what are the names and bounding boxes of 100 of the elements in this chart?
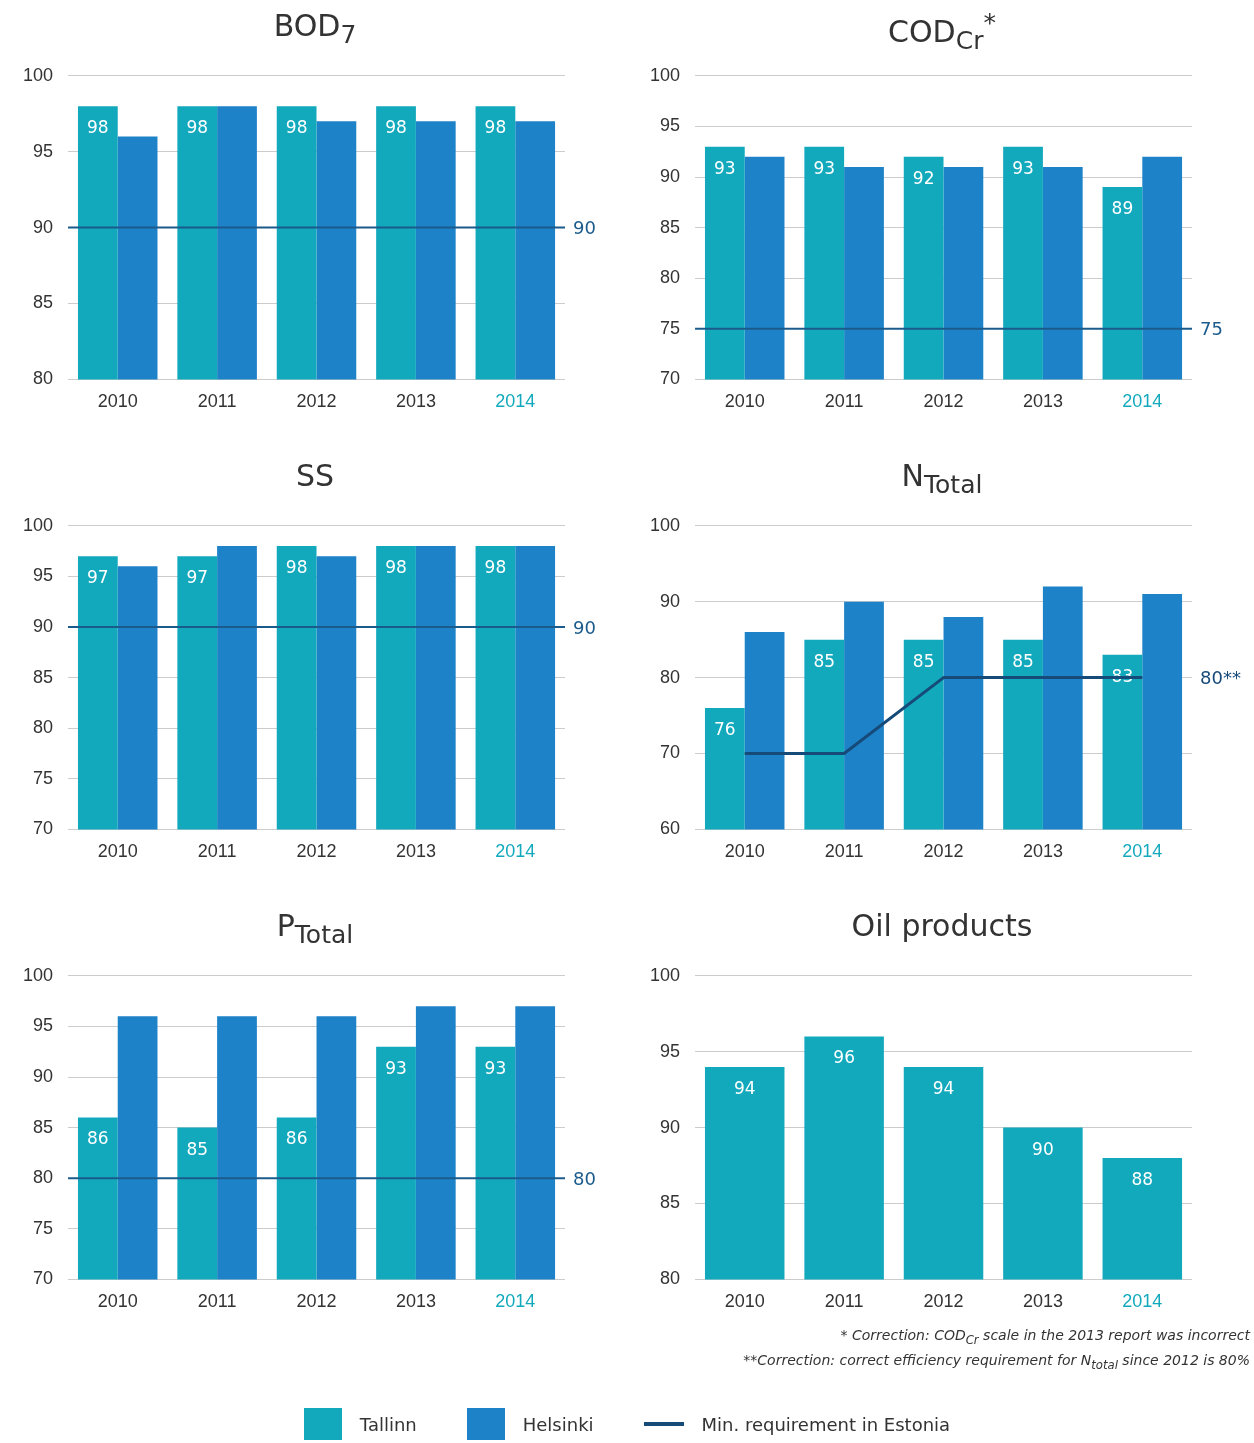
text: * Correction: COD$_{Cr}$ scale in the 2013 report was incorrect bbox=[840, 1327, 1250, 1347]
y-tick-label: 80 bbox=[33, 368, 54, 389]
y-tick-label: 85 bbox=[33, 292, 54, 313]
y-tick-label: 90 bbox=[660, 590, 681, 611]
data-label: 93 bbox=[1012, 157, 1034, 178]
y-tick-label: 80 bbox=[33, 1167, 54, 1188]
x-tick-label: 2011 bbox=[197, 391, 237, 412]
y-tick-label: 85 bbox=[660, 216, 681, 237]
x-tick-label: 2014 bbox=[1122, 1291, 1163, 1312]
data-label: 98 bbox=[484, 117, 507, 138]
y-tick-label: 75 bbox=[33, 767, 54, 788]
x-tick-label: 2012 bbox=[923, 391, 964, 412]
y-tick-label: 95 bbox=[33, 565, 54, 586]
x-tick-label: 2014 bbox=[1122, 841, 1163, 862]
x-tick-label: 2010 bbox=[97, 391, 138, 412]
y-tick-label: 80 bbox=[660, 1268, 681, 1289]
data-label: 85 bbox=[912, 650, 935, 671]
data-label: 98 bbox=[186, 117, 209, 138]
y-tick-label: 60 bbox=[660, 818, 681, 839]
y-tick-label: 95 bbox=[660, 115, 681, 136]
y-tick-label: 85 bbox=[33, 1116, 54, 1137]
x-tick-label: 2012 bbox=[296, 391, 337, 412]
y-tick-label: 70 bbox=[33, 818, 54, 839]
legend-label: Tallinn bbox=[359, 1413, 417, 1435]
data-label: 86 bbox=[87, 1128, 109, 1149]
ref-line-label: 80 bbox=[573, 1167, 596, 1189]
data-label: 93 bbox=[813, 157, 836, 178]
data-label: 94 bbox=[932, 1077, 955, 1098]
x-tick-label: 2014 bbox=[495, 841, 536, 862]
y-tick-label: 100 bbox=[649, 514, 681, 535]
text: **Correction: correct efficiency requirement for N$_{total}$ since 2012 is 80% bbox=[743, 1351, 1250, 1372]
x-tick-label: 2010 bbox=[724, 841, 765, 862]
y-tick-label: 90 bbox=[33, 615, 54, 636]
x-tick-label: 2014 bbox=[1122, 391, 1163, 412]
chart-title: N$_{Total}$ bbox=[900, 458, 984, 499]
ref-line-label: 90 bbox=[573, 217, 596, 239]
data-label: 98 bbox=[385, 117, 407, 138]
x-tick-label: 2012 bbox=[923, 1291, 964, 1312]
data-label: 98 bbox=[87, 117, 109, 138]
data-label: 98 bbox=[285, 117, 308, 138]
y-tick-label: 100 bbox=[649, 64, 681, 85]
x-tick-label: 2014 bbox=[495, 1291, 536, 1312]
text: 80** bbox=[1200, 667, 1241, 689]
y-tick-label: 90 bbox=[33, 1065, 54, 1086]
data-label: 97 bbox=[186, 567, 209, 588]
data-label: 93 bbox=[484, 1057, 507, 1078]
ref-line-label: 75 bbox=[1200, 318, 1223, 340]
data-label: 85 bbox=[1012, 650, 1034, 671]
x-tick-label: 2010 bbox=[97, 841, 138, 862]
data-label: 93 bbox=[385, 1057, 407, 1078]
chart-title: Oil products bbox=[850, 908, 1034, 943]
data-label: 97 bbox=[87, 567, 109, 588]
y-tick-label: 90 bbox=[33, 216, 54, 237]
y-tick-label: 90 bbox=[660, 1116, 681, 1137]
chart-title: P$_{Total}$ bbox=[275, 908, 355, 949]
x-tick-label: 2013 bbox=[395, 841, 436, 862]
y-tick-label: 95 bbox=[660, 1040, 681, 1061]
y-tick-label: 90 bbox=[660, 165, 681, 186]
x-tick-label: 2011 bbox=[197, 1291, 237, 1312]
y-tick-label: 100 bbox=[22, 964, 54, 985]
x-tick-label: 2013 bbox=[395, 391, 436, 412]
y-tick-label: 70 bbox=[660, 742, 681, 763]
legend-label: Helsinki bbox=[522, 1413, 594, 1435]
y-tick-label: 95 bbox=[33, 1015, 54, 1036]
x-tick-label: 2014 bbox=[495, 391, 536, 412]
y-tick-label: 100 bbox=[22, 64, 54, 85]
x-tick-label: 2010 bbox=[97, 1291, 138, 1312]
y-tick-label: 95 bbox=[33, 140, 54, 161]
data-label: 76 bbox=[714, 718, 736, 739]
x-tick-label: 2013 bbox=[1022, 841, 1063, 862]
data-label: 92 bbox=[912, 167, 935, 188]
data-label: 90 bbox=[1032, 1138, 1054, 1159]
x-tick-label: 2011 bbox=[824, 1291, 864, 1312]
x-tick-label: 2013 bbox=[1022, 391, 1063, 412]
ref-line-label: 90 bbox=[573, 616, 596, 638]
y-tick-label: 100 bbox=[649, 964, 681, 985]
chart-title: BOD$_{7}$ bbox=[272, 8, 358, 49]
x-tick-label: 2010 bbox=[724, 1291, 765, 1312]
data-label: 98 bbox=[484, 556, 507, 577]
chart-title: SS bbox=[294, 458, 336, 493]
x-tick-label: 2011 bbox=[197, 841, 237, 862]
data-label: 88 bbox=[1131, 1168, 1154, 1189]
x-tick-label: 2011 bbox=[824, 841, 864, 862]
legend-label: Min. requirement in Estonia bbox=[701, 1413, 951, 1435]
x-tick-label: 2012 bbox=[296, 1291, 337, 1312]
y-tick-label: 70 bbox=[660, 368, 681, 389]
y-tick-label: 85 bbox=[660, 1192, 681, 1213]
x-tick-label: 2012 bbox=[923, 841, 964, 862]
y-tick-label: 85 bbox=[33, 666, 54, 687]
x-tick-label: 2013 bbox=[395, 1291, 436, 1312]
x-tick-label: 2011 bbox=[824, 391, 864, 412]
data-label: 86 bbox=[285, 1128, 308, 1149]
y-tick-label: 80 bbox=[33, 717, 54, 738]
data-label: 96 bbox=[833, 1047, 855, 1068]
x-tick-label: 2010 bbox=[724, 391, 765, 412]
y-tick-label: 80 bbox=[660, 666, 681, 687]
y-tick-label: 80 bbox=[660, 267, 681, 288]
data-label: 85 bbox=[186, 1138, 209, 1159]
y-tick-label: 75 bbox=[660, 317, 681, 338]
data-label: 93 bbox=[714, 157, 736, 178]
